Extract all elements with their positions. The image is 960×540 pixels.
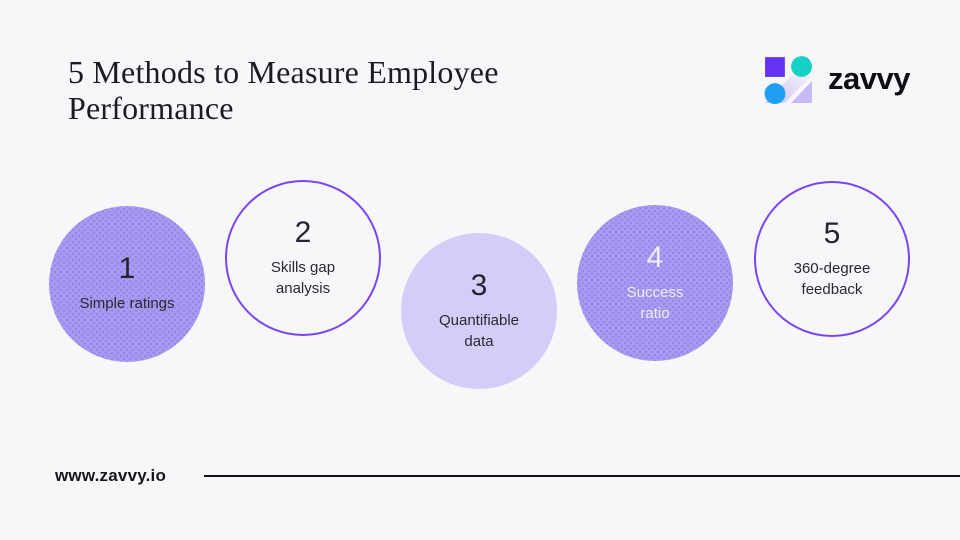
method-label: Simple ratings — [79, 295, 175, 312]
page-title: 5 Methods to Measure Employee Performanc… — [68, 54, 499, 126]
method-label: 360-degree feedback — [793, 259, 871, 298]
method-label: Success ratio — [626, 283, 684, 322]
method-number: 3 — [470, 268, 488, 302]
method-circle-quantifiable-data: 3 Quantifiable data — [401, 233, 557, 389]
method-circle-success-ratio: 4 Success ratio — [577, 205, 733, 361]
method-circle-simple-ratings: 1 Simple ratings — [49, 206, 205, 362]
method-label: Skills gap analysis — [270, 258, 336, 297]
method-circle-skills-gap-analysis: 2 Skills gap analysis — [225, 180, 381, 336]
method-number: 1 — [118, 252, 136, 285]
zavvy-logo-icon — [764, 56, 812, 104]
method-number: 2 — [294, 215, 312, 249]
method-circle-360-degree-feedback: 5 360-degree feedback — [754, 181, 910, 337]
footer-url: www.zavvy.io — [55, 466, 167, 485]
zavvy-wordmark: zavvy — [828, 61, 910, 96]
method-number: 5 — [823, 216, 841, 250]
method-label: Quantifiable data — [438, 311, 520, 350]
zavvy-logo: zavvy — [763, 54, 910, 104]
method-number: 4 — [646, 240, 664, 274]
footer-divider — [204, 475, 960, 477]
